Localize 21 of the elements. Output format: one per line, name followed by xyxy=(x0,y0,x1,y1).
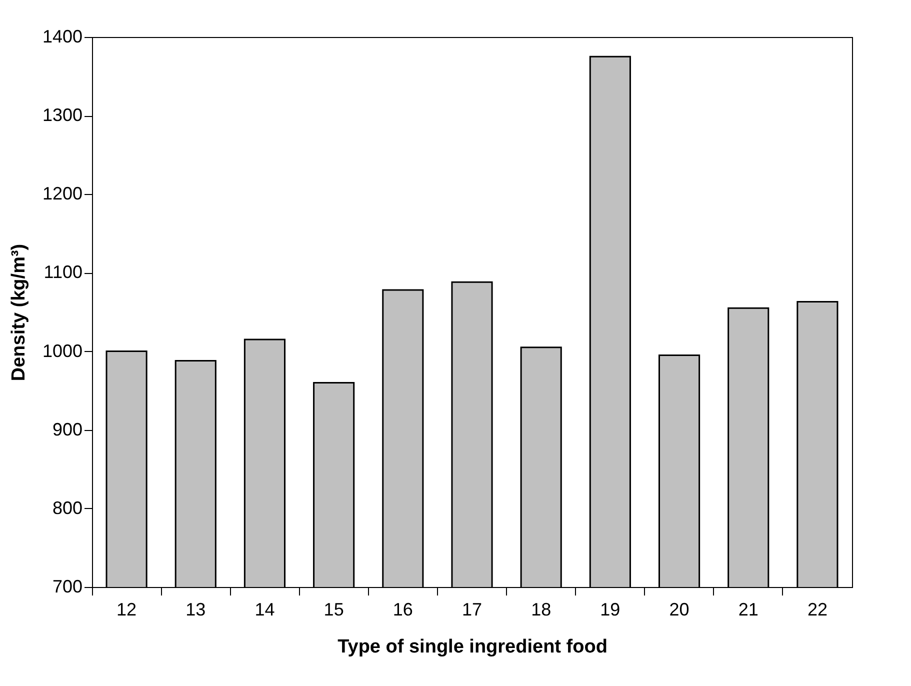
x-tick-label: 16 xyxy=(392,600,413,620)
y-tick-label: 1100 xyxy=(44,262,82,282)
x-tick-label: 20 xyxy=(669,600,690,620)
x-tick-label: 12 xyxy=(116,600,137,620)
y-tick-label: 800 xyxy=(52,498,82,518)
y-tick-label: 1300 xyxy=(42,105,82,126)
y-tick-label: 1000 xyxy=(42,340,82,361)
x-tick-label: 15 xyxy=(324,600,344,620)
y-tick-label: 1400 xyxy=(42,26,82,46)
x-tick-label: 18 xyxy=(531,600,552,620)
x-tick-label: 19 xyxy=(600,600,620,620)
y-axis-title: Density (kg/m³) xyxy=(8,244,30,382)
y-tick-label: 700 xyxy=(52,576,82,596)
x-tick-label: 13 xyxy=(186,600,206,620)
y-tick-label: 900 xyxy=(52,419,82,440)
x-tick-label: 17 xyxy=(462,600,482,620)
x-tick-label: 22 xyxy=(807,600,828,620)
y-tick-label: 1200 xyxy=(42,184,82,204)
x-tick-label: 14 xyxy=(254,600,275,620)
x-axis-title: Type of single ingredient food xyxy=(338,636,608,658)
x-tick-label: 21 xyxy=(738,600,758,620)
